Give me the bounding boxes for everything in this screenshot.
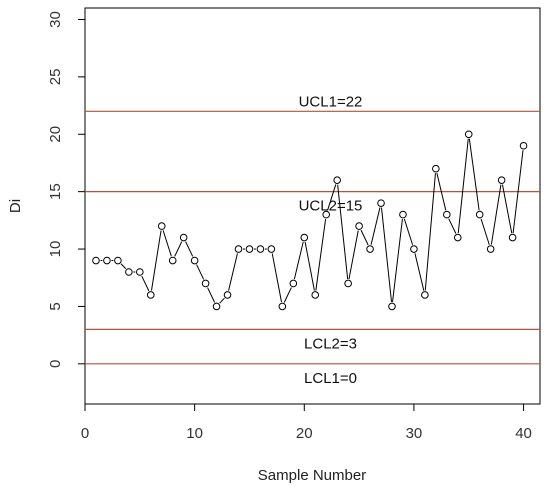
data-point — [223, 291, 232, 299]
y-axis: 0 5 10 15 20 25 30 — [47, 11, 85, 368]
series-segment — [228, 253, 238, 291]
data-point — [399, 210, 407, 219]
data-point — [421, 291, 429, 299]
series-segment — [512, 150, 524, 234]
data-point — [388, 302, 396, 311]
data-point — [355, 222, 363, 230]
plot-frame — [84, 7, 541, 405]
y-tick-label: 0 — [47, 360, 64, 368]
series-segment — [414, 253, 425, 291]
limit-label: LCL1=0 — [304, 370, 357, 387]
series-segment — [468, 138, 480, 211]
series-segment — [207, 287, 216, 303]
series-segment — [381, 207, 393, 303]
x-axis-label: Sample Number — [258, 467, 366, 484]
series-segment — [150, 230, 162, 291]
data-point — [234, 245, 243, 253]
series-segment — [196, 264, 205, 280]
series-segment — [392, 219, 403, 303]
data-point — [289, 279, 298, 288]
data-point — [432, 164, 440, 173]
series-segment — [403, 218, 414, 245]
data-point — [519, 141, 528, 150]
limit-label: UCL2=15 — [299, 198, 363, 215]
series-segment — [490, 184, 502, 245]
data-point — [333, 176, 341, 184]
limit-label: LCL2=3 — [304, 335, 357, 352]
data-point — [136, 268, 144, 276]
data-point — [300, 233, 309, 242]
data-point — [344, 279, 352, 288]
data-point — [486, 245, 495, 253]
data-point — [278, 302, 287, 311]
data-point — [92, 256, 100, 265]
data-point — [443, 210, 451, 219]
series-segment — [360, 229, 369, 246]
x-tick-label: 40 — [515, 425, 532, 442]
series-segment — [141, 275, 150, 292]
y-tick-label: 20 — [47, 126, 64, 143]
data-point — [475, 210, 484, 219]
data-point — [157, 222, 166, 230]
series-segment — [162, 230, 172, 257]
data-point — [146, 291, 155, 299]
data-point — [497, 176, 506, 184]
series-segment — [480, 218, 490, 245]
series-segment — [283, 287, 292, 303]
data-point — [125, 268, 133, 276]
series-segment — [185, 241, 194, 257]
series-segment — [327, 184, 337, 211]
y-axis-label: Di — [7, 199, 24, 213]
control-limits: UCL1=22 UCL2=15 LCL2=3 LCL1=0 — [85, 93, 540, 387]
data-point — [245, 245, 254, 253]
data-point — [464, 130, 473, 139]
data-point — [410, 245, 418, 253]
series-segment — [337, 184, 349, 280]
series-segment — [457, 138, 469, 234]
x-tick-label: 30 — [406, 425, 423, 442]
data-point — [201, 279, 210, 288]
series-segment — [436, 172, 447, 211]
data-point — [256, 245, 265, 253]
y-tick-label: 15 — [47, 183, 64, 200]
data-point — [453, 233, 462, 242]
data-point — [190, 256, 199, 265]
data-points — [92, 130, 528, 311]
data-point — [508, 233, 517, 242]
series-segment — [304, 241, 315, 291]
x-tick-label: 10 — [186, 425, 203, 442]
series-segment — [501, 184, 513, 234]
series-segment — [120, 263, 127, 270]
series-segment — [293, 241, 304, 280]
y-tick-label: 25 — [47, 69, 64, 86]
series-segment — [219, 297, 225, 304]
y-tick-label: 30 — [47, 11, 64, 28]
data-point — [377, 199, 385, 207]
series-segments — [100, 138, 524, 304]
series-segment — [315, 218, 327, 291]
data-point — [322, 210, 331, 219]
series-segment — [348, 230, 359, 280]
series-segment — [424, 173, 436, 291]
series-segment — [271, 253, 282, 303]
data-point — [114, 256, 122, 265]
data-point — [168, 256, 177, 265]
x-tick-label: 0 — [81, 425, 89, 442]
y-tick-label: 5 — [47, 302, 64, 310]
data-point — [103, 256, 111, 265]
series-segment — [370, 207, 381, 245]
y-tick-label: 10 — [47, 241, 64, 258]
x-axis: 0 10 20 30 40 — [81, 404, 532, 442]
data-point — [311, 291, 320, 299]
data-point — [366, 245, 374, 253]
series-segment — [448, 218, 457, 234]
data-point — [267, 245, 276, 253]
data-point — [179, 233, 188, 242]
data-point — [212, 302, 221, 311]
x-tick-label: 20 — [296, 425, 313, 442]
series-segment — [174, 241, 183, 257]
limit-label: UCL1=22 — [299, 93, 363, 110]
